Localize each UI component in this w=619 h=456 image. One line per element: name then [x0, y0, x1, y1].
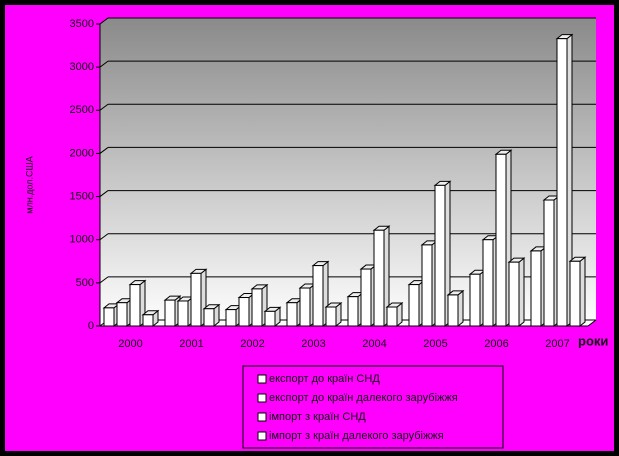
x-tick-label: 2001: [179, 338, 203, 350]
bar: [373, 229, 385, 327]
legend-swatch: [257, 431, 267, 441]
y-tick-label: 0: [88, 320, 94, 332]
legend: [242, 365, 504, 449]
y-tick-label: 3000: [70, 61, 94, 73]
x-axis-title: роки: [578, 333, 608, 348]
grid-line: [99, 276, 109, 284]
y-tick-label: 1000: [70, 234, 94, 246]
plot-wall: [100, 18, 596, 326]
bar: [408, 284, 420, 327]
bar-side: [457, 289, 464, 328]
grid-line: [99, 103, 109, 111]
x-tick-label: 2006: [484, 338, 508, 350]
bar: [264, 310, 276, 327]
y-tick-label: 500: [76, 277, 94, 289]
bar: [469, 273, 481, 327]
y-axis-title: млн.дол.США: [24, 156, 34, 213]
bar: [569, 260, 581, 327]
x-tick-label: 2003: [301, 338, 325, 350]
bar: [225, 309, 237, 327]
bar: [530, 250, 542, 327]
bar: [347, 296, 359, 327]
y-tick-label: 1500: [70, 190, 94, 202]
grid-line: [99, 233, 109, 241]
bar: [360, 268, 372, 327]
bar: [251, 288, 263, 327]
legend-label: експорт до країн далекого зарубіжжя: [269, 392, 458, 404]
bar: [325, 306, 337, 327]
bar: [142, 314, 154, 327]
bar: [495, 153, 507, 327]
y-tick-label: 2500: [70, 104, 94, 116]
y-tick-label: 2000: [70, 147, 94, 159]
bar: [203, 308, 215, 327]
bar: [447, 294, 459, 327]
grid-line: [99, 147, 109, 154]
x-tick-label: 2004: [362, 338, 386, 350]
y-tick-label: 3500: [70, 18, 94, 30]
bar: [286, 302, 298, 327]
bar: [434, 184, 446, 327]
grid-line: [99, 190, 109, 197]
x-axis: [587, 319, 597, 327]
bar: [238, 297, 250, 327]
bar: [116, 302, 128, 327]
bar: [190, 272, 202, 327]
bar: [421, 244, 433, 327]
bar: [164, 299, 176, 327]
x-tick-label: 2005: [423, 338, 447, 350]
legend-label: імпорт з країн далекого зарубіжжя: [269, 430, 444, 442]
bar-side: [579, 256, 586, 328]
bar: [312, 265, 324, 327]
bar: [482, 239, 494, 327]
x-tick-label: 2002: [240, 338, 264, 350]
bar-side: [518, 257, 525, 328]
bar: [543, 199, 555, 327]
grid-line: [99, 60, 109, 68]
bar: [386, 306, 398, 327]
bar: [177, 300, 189, 327]
x-tick-label: 2000: [118, 338, 142, 350]
bar: [103, 307, 115, 327]
bar: [129, 284, 141, 327]
x-tick-label: 2007: [545, 338, 569, 350]
bar: [508, 261, 520, 327]
legend-swatch: [257, 412, 267, 422]
bar: [299, 287, 311, 327]
bar: [556, 38, 568, 327]
legend-swatch: [257, 393, 267, 403]
legend-label: експорт до країн СНД: [269, 373, 380, 385]
legend-swatch: [257, 374, 267, 384]
legend-label: імпорт з країн СНД: [269, 411, 366, 423]
grid-line: [99, 17, 109, 25]
